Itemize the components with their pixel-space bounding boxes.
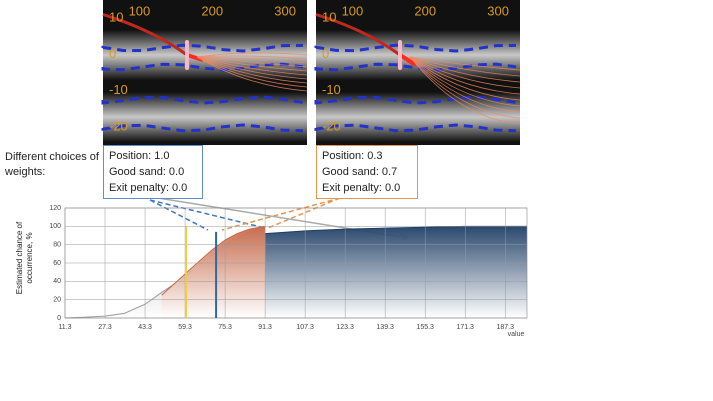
fan-line — [196, 56, 308, 92]
fan-line — [196, 52, 308, 58]
panel-x-tick-label: 100 — [129, 3, 151, 18]
x-tick-label: 171.3 — [456, 324, 474, 331]
x-tick-label: 59.3 — [178, 324, 192, 331]
fan-line — [409, 56, 521, 95]
weights-note: Different choices of weights: — [5, 151, 99, 178]
fan-line — [409, 56, 521, 101]
panel-y-tick-label: -20 — [109, 118, 128, 133]
x-tick-label: 43.3 — [138, 324, 152, 331]
x-axis-label: value — [508, 331, 525, 338]
weight-line: Good sand: 0.7 — [322, 166, 398, 178]
sand-band — [103, 30, 307, 80]
x-tick-label: 27.3 — [98, 324, 112, 331]
fan-line — [196, 56, 308, 72]
area — [265, 226, 527, 318]
fan-line — [196, 55, 308, 60]
dashed-boundary — [101, 62, 304, 72]
area — [161, 226, 266, 318]
x-tick-label: 139.3 — [376, 324, 394, 331]
panel-x-tick-label: 100 — [342, 3, 364, 18]
weight-line: Good sand: 0.0 — [109, 166, 185, 178]
panel-y-tick-label: 0 — [322, 46, 329, 61]
weight-line: Position: 1.0 — [109, 150, 170, 162]
y-axis-label: Estimated chance of occurrence, % — [15, 221, 34, 295]
y-tick-label: 120 — [49, 205, 61, 212]
x-tick-label: 123.3 — [336, 324, 354, 331]
x-tick-label: 187.3 — [496, 324, 514, 331]
area-edge — [161, 225, 266, 296]
panel-x-tick-label: 300 — [487, 3, 509, 18]
panel-x-tick-label: 200 — [201, 3, 223, 18]
fan-line — [409, 56, 521, 77]
fan-line — [196, 56, 308, 84]
panel-x-tick-label: 300 — [274, 3, 296, 18]
dashed-boundary — [314, 123, 517, 133]
weight-line: Exit penalty: 0.0 — [322, 182, 401, 194]
panel-x-tick-label: 200 — [414, 3, 436, 18]
fan-line — [196, 56, 308, 88]
position-marker — [185, 40, 189, 70]
panel-y-tick-label: 10 — [322, 10, 336, 25]
fan-line — [196, 56, 308, 68]
weight-line: Exit penalty: 0.0 — [109, 182, 188, 194]
y-tick-label: 100 — [49, 223, 61, 230]
x-tick-label: 107.3 — [296, 324, 314, 331]
trajectory — [102, 13, 188, 57]
dashed-boundary — [314, 43, 517, 53]
y-tick-label: 0 — [57, 315, 61, 322]
panel-y-tick-label: -10 — [109, 82, 128, 97]
dashed-boundary — [314, 62, 517, 72]
y-tick-label: 60 — [53, 260, 61, 267]
x-tick-label: 155.3 — [416, 324, 434, 331]
weights-box: Position: 1.0 Good sand: 0.0 Exit penalty:… — [103, 145, 203, 199]
panel-y-tick-label: -10 — [322, 82, 341, 97]
fan-line — [409, 56, 521, 83]
weight-line: Position: 0.3 — [322, 150, 383, 162]
x-tick-label: 75.3 — [218, 324, 232, 331]
y-tick-label: 20 — [53, 297, 61, 304]
trajectory-tip — [398, 53, 418, 67]
weights-box: Position: 0.3 Good sand: 0.7 Exit penalty:… — [316, 145, 418, 199]
dashed-boundary — [101, 123, 304, 133]
panel-y-tick-label: 0 — [109, 46, 116, 61]
panel-y-tick-label: 10 — [109, 10, 123, 25]
connector — [221, 197, 341, 231]
y-tick-label: 80 — [53, 242, 61, 249]
x-tick-label: 11.3 — [58, 324, 71, 331]
fan-line — [409, 56, 521, 89]
trajectory — [315, 13, 401, 57]
fan-line — [409, 56, 521, 119]
sand-band — [316, 92, 520, 142]
fan-line — [409, 56, 521, 113]
dashed-boundary — [101, 95, 304, 105]
fan-line — [196, 56, 308, 64]
connector — [149, 199, 266, 231]
sand-band — [316, 30, 520, 80]
fan-line — [196, 56, 308, 76]
position-marker — [398, 40, 402, 70]
fan-line — [409, 56, 521, 107]
plot-frame — [64, 207, 528, 319]
dashed-boundary — [101, 43, 304, 53]
fan-line — [409, 56, 521, 125]
fan-line — [409, 56, 521, 71]
y-tick-label: 40 — [53, 278, 61, 285]
sand-band — [103, 92, 307, 142]
fan-line — [196, 56, 308, 80]
x-tick-label: 91.3 — [258, 324, 272, 331]
panel-y-tick-label: -20 — [322, 118, 341, 133]
